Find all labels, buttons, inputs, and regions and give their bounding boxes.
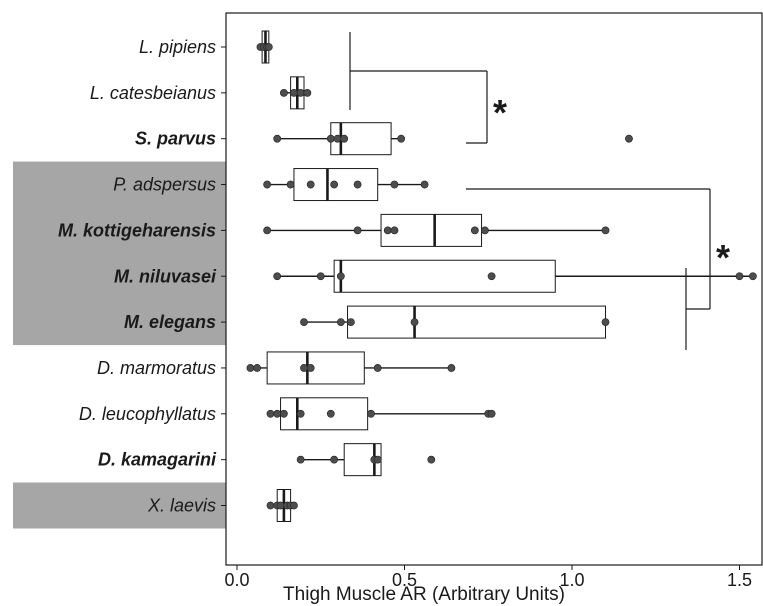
data-point bbox=[297, 410, 304, 417]
data-point bbox=[300, 319, 307, 326]
data-point bbox=[307, 364, 314, 371]
significance-star: * bbox=[493, 92, 507, 133]
data-point bbox=[264, 181, 271, 188]
data-point bbox=[354, 227, 361, 234]
x-tick-label: 1.5 bbox=[727, 570, 752, 590]
data-point bbox=[602, 227, 609, 234]
significance-star: * bbox=[716, 237, 730, 278]
shaded-bands bbox=[13, 162, 226, 529]
data-point bbox=[327, 410, 334, 417]
outlier-point bbox=[625, 135, 632, 142]
data-point bbox=[374, 364, 381, 371]
x-axis-title: Thigh Muscle AR (Arbitrary Units) bbox=[283, 584, 565, 605]
data-point bbox=[374, 456, 381, 463]
data-point bbox=[602, 319, 609, 326]
box bbox=[281, 398, 368, 430]
data-point bbox=[391, 227, 398, 234]
data-point bbox=[265, 43, 272, 50]
data-point bbox=[254, 364, 261, 371]
data-point bbox=[274, 135, 281, 142]
data-point bbox=[488, 273, 495, 280]
species-label: L. pipiens bbox=[139, 37, 216, 57]
data-point bbox=[274, 273, 281, 280]
significance-brackets: ** bbox=[350, 32, 730, 350]
data-point bbox=[287, 181, 294, 188]
species-label: D. kamagarini bbox=[98, 450, 217, 470]
species-label: M. niluvasei bbox=[114, 266, 217, 286]
data-point bbox=[428, 456, 435, 463]
data-point bbox=[300, 364, 307, 371]
data-point bbox=[297, 456, 304, 463]
data-point bbox=[304, 89, 311, 96]
data-point bbox=[274, 410, 281, 417]
data-point bbox=[347, 319, 354, 326]
data-point bbox=[411, 319, 418, 326]
species-label: D. marmoratus bbox=[97, 358, 216, 378]
data-point bbox=[398, 135, 405, 142]
data-point bbox=[297, 89, 304, 96]
data-point bbox=[384, 227, 391, 234]
data-point bbox=[331, 181, 338, 188]
data-point bbox=[421, 181, 428, 188]
box bbox=[334, 260, 555, 292]
data-point bbox=[290, 502, 297, 509]
data-point bbox=[280, 410, 287, 417]
data-point bbox=[337, 319, 344, 326]
data-point bbox=[331, 456, 338, 463]
species-label: X. laevis bbox=[147, 496, 216, 516]
box bbox=[267, 352, 364, 384]
y-tick-marks bbox=[221, 47, 226, 506]
species-label: L. catesbeianus bbox=[90, 83, 216, 103]
data-point bbox=[327, 135, 334, 142]
data-point bbox=[341, 135, 348, 142]
species-label: S. parvus bbox=[135, 129, 216, 149]
species-label: M. elegans bbox=[124, 312, 216, 332]
data-point bbox=[749, 273, 756, 280]
data-point bbox=[267, 410, 274, 417]
data-point bbox=[354, 181, 361, 188]
data-point bbox=[307, 181, 314, 188]
species-label: M. kottigeharensis bbox=[58, 220, 216, 240]
species-label: P. adspersus bbox=[113, 175, 216, 195]
data-point bbox=[391, 181, 398, 188]
data-point bbox=[280, 89, 287, 96]
data-point bbox=[277, 502, 284, 509]
data-point bbox=[471, 227, 478, 234]
data-point bbox=[247, 364, 254, 371]
x-tick-label: 0.0 bbox=[224, 570, 249, 590]
data-point bbox=[290, 89, 297, 96]
box bbox=[348, 306, 606, 338]
data-point bbox=[337, 273, 344, 280]
data-point bbox=[367, 410, 374, 417]
data-point bbox=[317, 273, 324, 280]
data-point bbox=[481, 227, 488, 234]
data-point bbox=[448, 364, 455, 371]
data-point bbox=[736, 273, 743, 280]
data-point bbox=[334, 135, 341, 142]
data-point bbox=[488, 410, 495, 417]
data-point bbox=[264, 227, 271, 234]
data-point bbox=[267, 502, 274, 509]
species-label: D. leucophyllatus bbox=[79, 404, 216, 424]
